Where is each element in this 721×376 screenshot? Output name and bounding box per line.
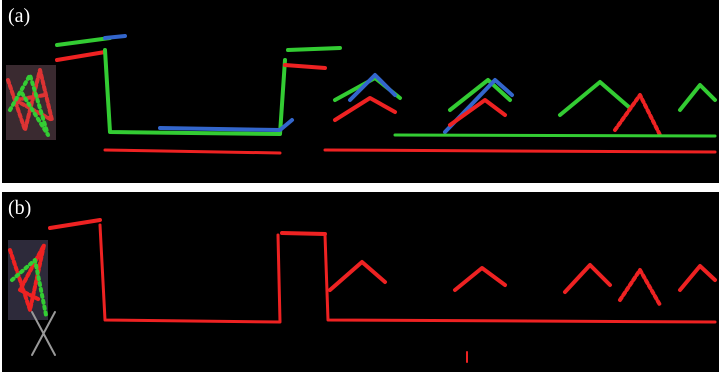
panel-label: (b) [8,197,31,219]
panel-background [2,192,719,372]
panel-label: (a) [8,5,30,27]
tower [288,48,340,50]
panel-b: (b) [2,192,719,372]
figure: (a) (b) [0,0,721,376]
roof [105,36,125,38]
page: (a) (b) (() => { const data = JSON.parse… [0,0,721,376]
ground [395,135,715,136]
ground [325,150,715,152]
panel-a: (a) [2,0,719,183]
tower [282,233,325,234]
